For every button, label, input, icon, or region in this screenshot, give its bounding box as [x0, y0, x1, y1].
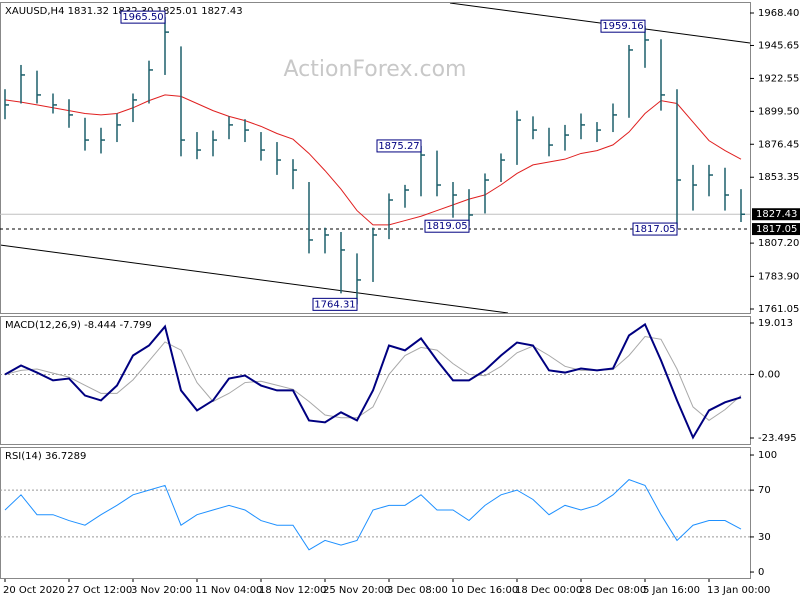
y-tick-label: 1807.20 — [758, 238, 799, 249]
annotation-box — [120, 10, 166, 24]
y-tick-label: 1761.05 — [758, 304, 799, 315]
y-tick-label: 1783.90 — [758, 271, 799, 282]
trend-line — [449, 2, 751, 44]
panel-title: MACD(12,26,9) -8.444 -7.799 — [5, 320, 152, 331]
x-tick-label: 28 Dec 08:00 — [579, 585, 646, 596]
panel-title: RSI(14) 36.7289 — [5, 451, 86, 462]
x-tick-label: 20 Oct 2020 — [3, 585, 65, 596]
annotation-box — [424, 219, 470, 233]
y-tick-label: 1922.55 — [758, 73, 799, 84]
series-line — [4, 94, 742, 226]
x-tick-label: 18 Nov 12:00 — [259, 585, 326, 596]
y-tick-label: 1876.45 — [758, 139, 799, 150]
panel-border — [0, 2, 751, 314]
x-tick-label: 18 Dec 00:00 — [515, 585, 582, 596]
panel-border — [0, 447, 751, 579]
watermark: ActionForex.com — [284, 57, 467, 82]
x-tick-label: 13 Jan 00:00 — [707, 585, 770, 596]
level-label: 1817.05 — [756, 224, 797, 235]
y-tick-label: 0.00 — [758, 369, 780, 380]
annotation-box — [600, 19, 646, 33]
y-tick-label: 1945.65 — [758, 40, 799, 51]
x-tick-label: 3 Nov 20:00 — [131, 585, 192, 596]
x-tick-label: 10 Dec 16:00 — [451, 585, 518, 596]
series-line — [4, 479, 742, 551]
current-price-label: 1827.43 — [756, 209, 797, 220]
y-tick-label: 1968.40 — [758, 8, 799, 19]
y-tick-label: -23.495 — [758, 433, 797, 444]
annotation-label: 1817.05 — [634, 224, 675, 235]
x-tick-label: 11 Nov 04:00 — [195, 585, 262, 596]
y-tick-label: 19.013 — [758, 318, 793, 329]
y-tick-label: 1899.50 — [758, 106, 799, 117]
series-line — [4, 322, 742, 440]
y-tick-label: 0 — [758, 567, 764, 578]
trend-line — [0, 244, 509, 314]
y-tick-label: 100 — [758, 450, 777, 461]
annotation-label: 1875.27 — [378, 141, 419, 152]
y-tick-label: 30 — [758, 532, 771, 543]
y-tick-label: 70 — [758, 485, 771, 496]
current-price-box — [752, 208, 800, 221]
annotation-label: 1959.16 — [602, 21, 643, 32]
annotation-label: 1764.31 — [314, 299, 355, 310]
annotation-box — [312, 297, 358, 311]
x-tick-label: 27 Oct 12:00 — [67, 585, 132, 596]
series-line — [4, 336, 742, 422]
x-tick-label: 3 Dec 08:00 — [387, 585, 448, 596]
annotation-box — [632, 222, 678, 236]
annotation-label: 1819.05 — [426, 221, 467, 232]
x-tick-label: 5 Jan 16:00 — [643, 585, 700, 596]
x-tick-label: 25 Nov 20:00 — [323, 585, 390, 596]
annotation-box — [376, 139, 422, 153]
y-tick-label: 1853.35 — [758, 172, 799, 183]
annotation-label: 1965.50 — [122, 12, 163, 23]
level-box — [752, 223, 800, 236]
panel-border — [0, 316, 751, 445]
